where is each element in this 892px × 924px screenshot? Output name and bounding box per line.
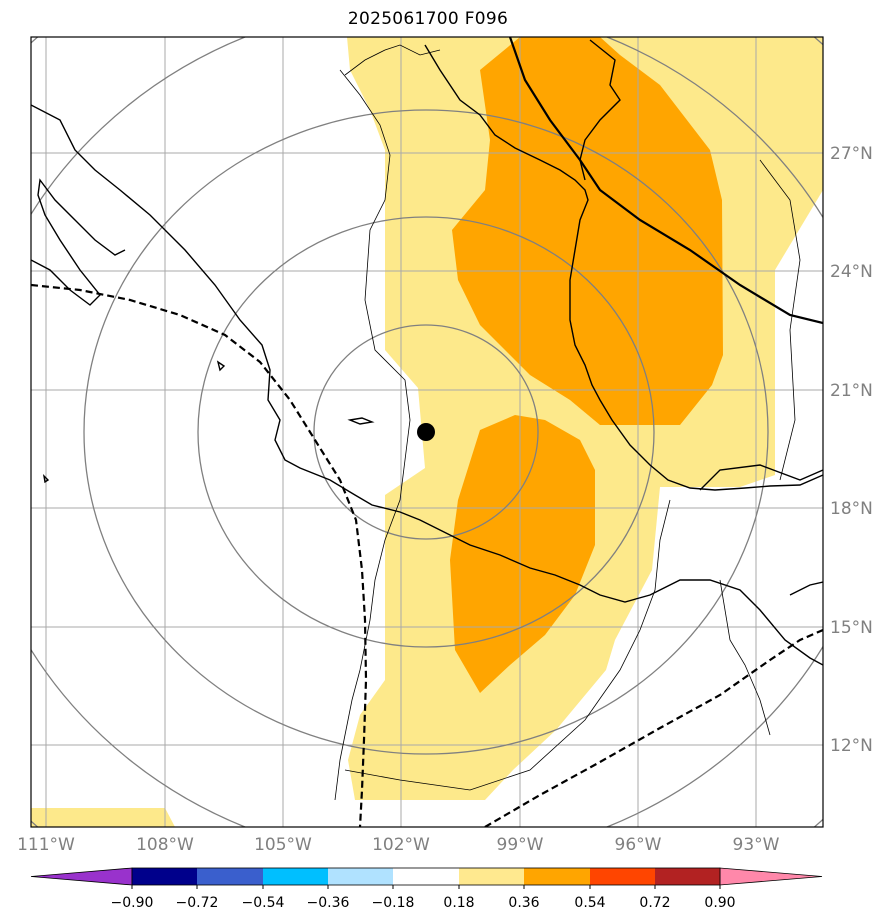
lon-tick-label: 102°W: [372, 835, 430, 855]
border-outline-south: [344, 499, 671, 791]
colorbar-labels: −0.90 −0.72 −0.54 −0.36 −0.18 0.18 0.36 …: [111, 895, 736, 911]
track-dashed-south: [484, 628, 823, 827]
colorbar-frame: [131, 867, 721, 886]
colorbar-tick-label: 0.36: [508, 895, 539, 911]
shading-light-region-corner: [31, 808, 175, 827]
lat-tick-label: 24°N: [830, 262, 873, 282]
lon-tick-labels: 111°W 108°W 105°W 102°W 99°W 96°W 93°W: [17, 835, 780, 855]
gridlines: [31, 37, 823, 827]
lon-tick-label: 93°W: [733, 835, 780, 855]
coastline-yucatan: [699, 464, 823, 491]
shading-dark-region-south: [450, 415, 595, 693]
border-us-mexico: [344, 44, 441, 76]
lon-tick-label: 111°W: [17, 835, 75, 855]
border-outline-west: [334, 69, 411, 801]
coastline-baja: [31, 178, 126, 306]
lat-tick-label: 12°N: [830, 736, 873, 756]
colorbar-bin: [263, 868, 328, 885]
lat-tick-label: 27°N: [830, 144, 873, 164]
island-small-1: [216, 360, 226, 372]
colorbar-extend-high: [719, 867, 823, 886]
colorbar-tick-label: −0.54: [242, 895, 285, 911]
colorbar-bin: [393, 868, 459, 885]
range-ring-1: [313, 324, 539, 540]
colorbar-tick-label: −0.90: [111, 895, 154, 911]
colorbar-tick-label: −0.36: [307, 895, 350, 911]
colorbar-bin: [197, 868, 263, 885]
track-dashed-west: [31, 283, 368, 827]
coastline-gulf-mexico: [424, 44, 823, 491]
colorbar-tick-label: 0.18: [443, 895, 474, 911]
storm-center-marker: [417, 423, 435, 441]
map-frame: [30, 36, 824, 828]
coastline-texas: [579, 39, 621, 181]
lon-tick-label: 96°W: [615, 835, 662, 855]
border-guatemala: [719, 579, 771, 736]
colorbar-tick-label: 0.54: [574, 895, 605, 911]
borders: [334, 44, 801, 801]
colorbar-tick-label: 0.90: [704, 895, 735, 911]
lat-tick-label: 21°N: [830, 381, 873, 401]
colorbar-tick-label: −0.18: [372, 895, 415, 911]
colorbar-tick-label: −0.72: [176, 895, 219, 911]
coastline-pacific-mexico: [31, 104, 823, 666]
colorbar-bin: [524, 868, 590, 885]
border-outline-east: [759, 159, 801, 481]
lat-tick-label: 18°N: [830, 499, 873, 519]
lon-tick-label: 105°W: [254, 835, 312, 855]
track-solid: [508, 37, 823, 325]
lat-tick-label: 15°N: [830, 618, 873, 638]
colorbar-bin: [590, 868, 655, 885]
lon-tick-label: 99°W: [497, 835, 544, 855]
island-small-2: [42, 473, 50, 484]
coastlines: [31, 39, 823, 666]
colorbar-bin: [328, 868, 393, 885]
range-ring-2: [197, 216, 655, 648]
colorbar-bin: [132, 868, 197, 885]
island-tres-marias: [347, 417, 375, 425]
lon-tick-label: 108°W: [136, 835, 194, 855]
colorbar: [30, 867, 823, 889]
plot-title: 2025061700 F096: [347, 9, 509, 29]
coastline-central-america: [789, 581, 823, 596]
lat-tick-labels: 12°N 15°N 18°N 21°N 24°N 27°N: [830, 144, 873, 756]
colorbar-bin: [655, 868, 720, 885]
colorbar-bin: [459, 868, 524, 885]
colorbar-extend-low: [30, 867, 133, 886]
range-ring-3: [83, 109, 769, 755]
colorbar-tick-label: 0.72: [639, 895, 670, 911]
